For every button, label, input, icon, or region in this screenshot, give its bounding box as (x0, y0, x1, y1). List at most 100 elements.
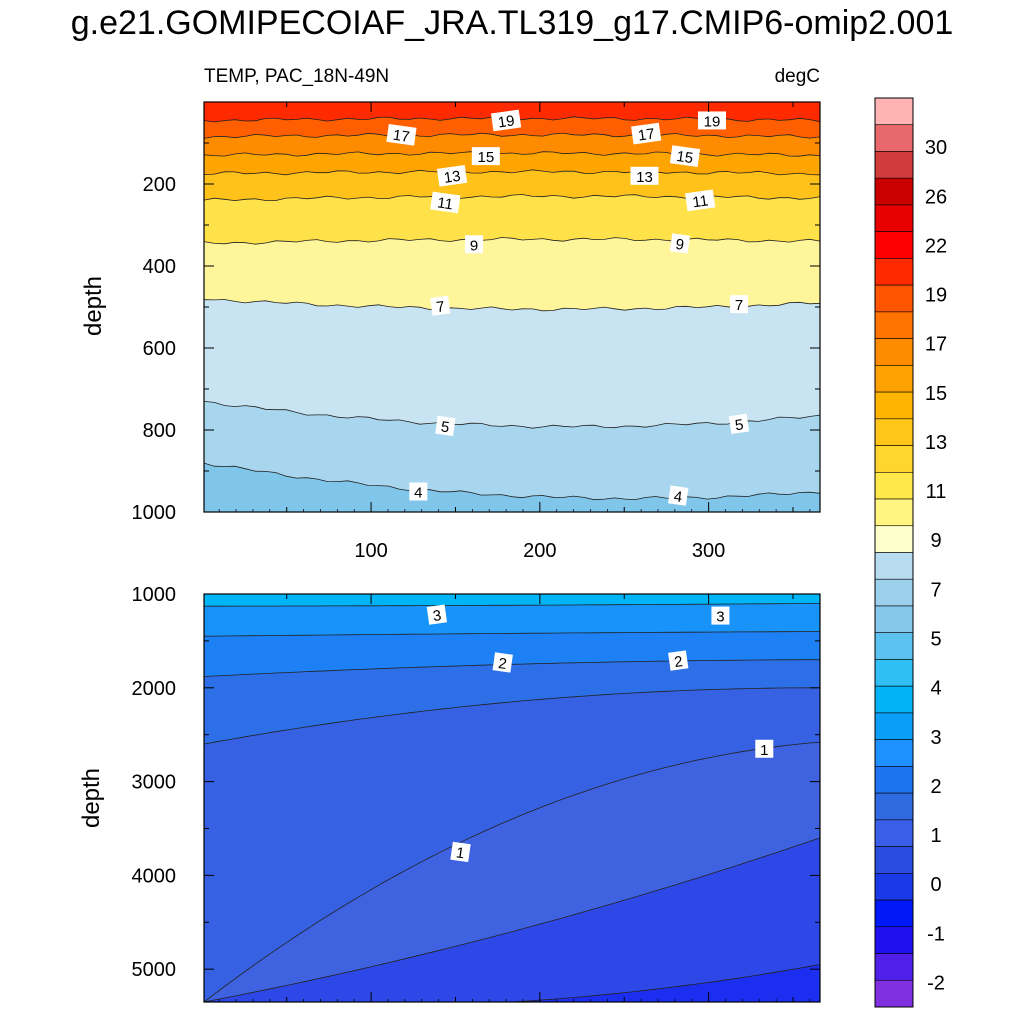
contour-line (203, 151, 821, 157)
colorbar-label: 22 (925, 235, 947, 257)
contour-label: 11 (685, 189, 716, 211)
contour-label-box (430, 191, 461, 214)
contour-label: 5 (435, 415, 456, 436)
contour-line (203, 132, 821, 139)
colorbar-label: -1 (927, 923, 945, 945)
colorbar-label: 30 (925, 137, 947, 159)
contour-line (203, 194, 821, 202)
contour-line (203, 687, 820, 745)
contour-line (204, 603, 821, 607)
contour-label-box (430, 295, 451, 316)
contour-label-box (436, 164, 468, 187)
contour-label: 7 (729, 295, 748, 314)
contour-label: 4 (668, 485, 689, 506)
y-tick-label: 600 (143, 338, 176, 360)
colorbar-segment (874, 578, 914, 607)
contour-label-text: 19 (497, 112, 516, 131)
colorbar-segment (874, 605, 914, 634)
upper-ylabel: depth (80, 276, 107, 336)
colorbar-segment (874, 311, 914, 339)
contour-label-text: 4 (414, 485, 422, 502)
contour-label-text: 17 (392, 127, 411, 146)
contour-line (203, 299, 821, 312)
colorbar-segment (874, 552, 914, 580)
contour-label-text: 4 (673, 488, 684, 506)
contour-label-box (697, 111, 726, 130)
contour-label-text: 3 (432, 607, 443, 625)
contour-label-box (450, 841, 471, 863)
contour-label-box (728, 413, 750, 435)
units-label: degC (775, 66, 820, 87)
colorbar-segment (874, 659, 914, 687)
colorbar-segment (874, 284, 914, 313)
contour-label-box (426, 604, 448, 625)
contour-line (203, 741, 821, 1003)
contour-band (204, 463, 820, 512)
contour-label: 1 (450, 841, 471, 863)
contour-label-text: 9 (470, 237, 478, 254)
colorbar-frame (874, 97, 914, 1008)
colorbar: 30 26 22 19 17 15 13 11 9 7 5 4 3 2 1 0 -1 -2 (874, 97, 947, 1008)
contour-line (203, 462, 821, 501)
colorbar-segment (874, 792, 914, 821)
colorbar-segment (874, 231, 914, 259)
contour-label: 2 (492, 652, 513, 673)
colorbar-label: 0 (930, 874, 941, 896)
contour-label-box (755, 739, 774, 758)
contour-label: 5 (728, 413, 750, 435)
contour-label: 1 (755, 739, 774, 759)
colorbar-label: 11 (926, 481, 947, 503)
colorbar-label: -2 (927, 972, 945, 994)
contour-label: 2 (668, 650, 689, 671)
colorbar-label: 2 (930, 776, 941, 798)
contour-label: 13 (630, 166, 659, 186)
contour-label-text: 13 (443, 168, 462, 187)
y-tick-label: 1000 (132, 502, 177, 524)
y-tick-label: 3000 (132, 772, 177, 794)
colorbar-segment (874, 498, 914, 527)
contour-label-box (711, 606, 730, 625)
contour-label: 15 (669, 145, 701, 167)
contour-label-text: 1 (760, 742, 768, 759)
colorbar-segment (874, 365, 914, 393)
contour-label-text: 9 (674, 236, 685, 254)
chart-title: g.e21.GOMIPECOIAF_JRA.TL319_g17.CMIP6-om… (70, 4, 954, 42)
colorbar-label: 15 (925, 383, 947, 405)
contour-label-box (630, 166, 659, 185)
contour-label: 7 (430, 295, 451, 316)
contour-label: 4 (409, 482, 428, 502)
colorbar-segment (874, 391, 914, 420)
colorbar-segment (874, 124, 914, 152)
contour-label: 9 (465, 235, 484, 254)
colorbar-label: 13 (925, 432, 947, 454)
contour-label: 3 (711, 606, 730, 626)
contour-label-text: 13 (636, 169, 653, 186)
contour-band (204, 837, 820, 1002)
panel-frame (203, 593, 821, 1003)
contour-label-box (492, 652, 513, 673)
contour-band (204, 964, 820, 1002)
colorbar-segment (874, 739, 914, 767)
contour-line (203, 237, 821, 245)
y-tick-label: 2000 (132, 678, 177, 700)
contour-label-text: 2 (673, 653, 684, 671)
colorbar-segment (874, 97, 914, 126)
contour-line (203, 631, 821, 637)
colorbar-segment (874, 926, 914, 954)
contour-label: 11 (430, 191, 461, 214)
colorbar-label: 17 (925, 334, 947, 356)
y-tick-label: 4000 (132, 865, 177, 887)
colorbar-segment (874, 632, 914, 660)
contour-label: 13 (436, 164, 468, 187)
colorbar-label: 19 (925, 285, 947, 307)
contour-label: 3 (426, 604, 448, 625)
contour-label: 19 (490, 109, 522, 132)
y-tick-label: 800 (143, 420, 176, 442)
contour-label-text: 7 (435, 298, 446, 316)
colorbar-segment (874, 418, 914, 446)
contour-label-box (669, 233, 691, 254)
colorbar-segment (874, 258, 914, 286)
y-tick-label: 5000 (132, 959, 177, 981)
y-tick-label: 1000 (132, 584, 177, 606)
